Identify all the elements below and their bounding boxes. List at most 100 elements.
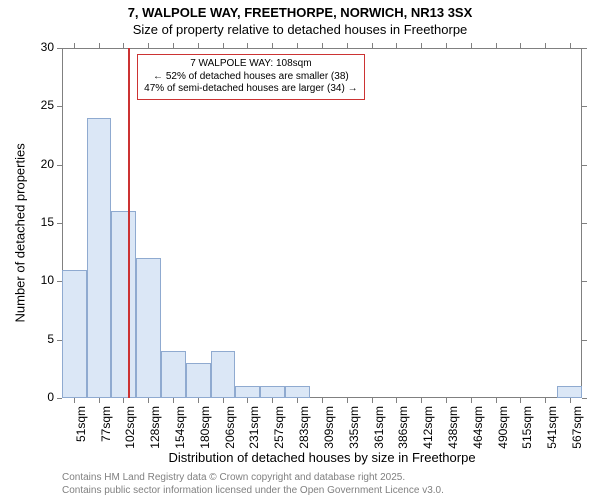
x-tick-label: 541sqm	[545, 406, 559, 456]
x-tick	[173, 43, 174, 48]
x-tick	[446, 398, 447, 403]
annotation-line: 7 WALPOLE WAY: 108sqm	[144, 58, 357, 71]
x-tick-label: 231sqm	[247, 406, 261, 456]
x-tick-label: 154sqm	[173, 406, 187, 456]
x-tick	[446, 43, 447, 48]
y-tick	[582, 340, 587, 341]
y-axis-label: Number of detached properties	[13, 123, 28, 323]
x-tick	[545, 43, 546, 48]
x-tick	[520, 43, 521, 48]
x-tick-label: 51sqm	[74, 406, 88, 456]
x-tick	[247, 398, 248, 403]
x-tick-label: 128sqm	[148, 406, 162, 456]
y-tick	[582, 398, 587, 399]
y-tick	[582, 281, 587, 282]
x-tick-label: 180sqm	[198, 406, 212, 456]
x-tick	[421, 398, 422, 403]
y-tick-label: 0	[32, 390, 54, 404]
x-tick	[471, 43, 472, 48]
y-tick	[57, 165, 62, 166]
y-tick-label: 30	[32, 40, 54, 54]
x-tick	[297, 43, 298, 48]
annotation-line: ← 52% of detached houses are smaller (38…	[144, 71, 357, 84]
x-tick-label: 515sqm	[520, 406, 534, 456]
x-tick	[173, 398, 174, 403]
chart-title: 7, WALPOLE WAY, FREETHORPE, NORWICH, NR1…	[0, 5, 600, 20]
histogram-chart: 7, WALPOLE WAY, FREETHORPE, NORWICH, NR1…	[0, 0, 600, 500]
x-tick	[347, 43, 348, 48]
x-tick	[148, 43, 149, 48]
y-tick	[582, 165, 587, 166]
y-tick	[57, 223, 62, 224]
x-tick	[223, 398, 224, 403]
x-tick-label: 102sqm	[123, 406, 137, 456]
x-tick	[347, 398, 348, 403]
histogram-bar	[161, 351, 186, 398]
histogram-bar	[62, 270, 87, 398]
y-tick	[582, 48, 587, 49]
x-tick	[272, 43, 273, 48]
histogram-bar	[87, 118, 111, 398]
x-tick	[123, 398, 124, 403]
x-tick	[471, 398, 472, 403]
y-tick-label: 5	[32, 332, 54, 346]
x-tick	[198, 398, 199, 403]
x-tick	[223, 43, 224, 48]
x-tick	[496, 398, 497, 403]
x-tick	[99, 398, 100, 403]
x-tick-label: 283sqm	[297, 406, 311, 456]
x-tick	[272, 398, 273, 403]
x-tick	[545, 398, 546, 403]
axis-line	[62, 48, 582, 49]
x-tick-label: 335sqm	[347, 406, 361, 456]
x-tick-label: 464sqm	[471, 406, 485, 456]
x-tick-label: 257sqm	[272, 406, 286, 456]
x-tick-label: 77sqm	[99, 406, 113, 456]
marker-line	[128, 48, 130, 398]
x-tick	[123, 43, 124, 48]
x-tick-label: 438sqm	[446, 406, 460, 456]
x-tick	[372, 43, 373, 48]
plot-area: 7 WALPOLE WAY: 108sqm← 52% of detached h…	[62, 48, 582, 398]
x-tick-label: 490sqm	[496, 406, 510, 456]
histogram-bar	[136, 258, 161, 398]
y-tick-label: 15	[32, 215, 54, 229]
x-tick	[74, 43, 75, 48]
x-tick-label: 567sqm	[570, 406, 584, 456]
y-tick-label: 10	[32, 273, 54, 287]
x-tick-label: 361sqm	[372, 406, 386, 456]
y-tick	[57, 48, 62, 49]
y-tick	[57, 398, 62, 399]
y-tick	[582, 106, 587, 107]
x-tick-label: 309sqm	[322, 406, 336, 456]
chart-subtitle: Size of property relative to detached ho…	[0, 22, 600, 37]
x-tick-label: 386sqm	[396, 406, 410, 456]
histogram-bar	[557, 386, 582, 398]
footer-line-1: Contains HM Land Registry data © Crown c…	[62, 472, 405, 483]
x-tick	[520, 398, 521, 403]
x-tick	[148, 398, 149, 403]
x-tick	[322, 398, 323, 403]
x-tick	[322, 43, 323, 48]
x-tick-label: 412sqm	[421, 406, 435, 456]
y-tick-label: 20	[32, 157, 54, 171]
y-tick	[57, 106, 62, 107]
x-tick	[198, 43, 199, 48]
x-tick	[496, 43, 497, 48]
x-tick	[570, 43, 571, 48]
histogram-bar	[260, 386, 285, 398]
x-tick	[396, 43, 397, 48]
x-tick-label: 206sqm	[223, 406, 237, 456]
annotation-line: 47% of semi-detached houses are larger (…	[144, 83, 357, 96]
x-tick	[372, 398, 373, 403]
x-tick	[421, 43, 422, 48]
x-tick	[297, 398, 298, 403]
x-tick	[99, 43, 100, 48]
annotation-box: 7 WALPOLE WAY: 108sqm← 52% of detached h…	[137, 54, 364, 100]
histogram-bar	[186, 363, 211, 398]
x-tick	[74, 398, 75, 403]
x-tick	[570, 398, 571, 403]
y-tick	[582, 223, 587, 224]
x-tick	[396, 398, 397, 403]
y-tick-label: 25	[32, 98, 54, 112]
